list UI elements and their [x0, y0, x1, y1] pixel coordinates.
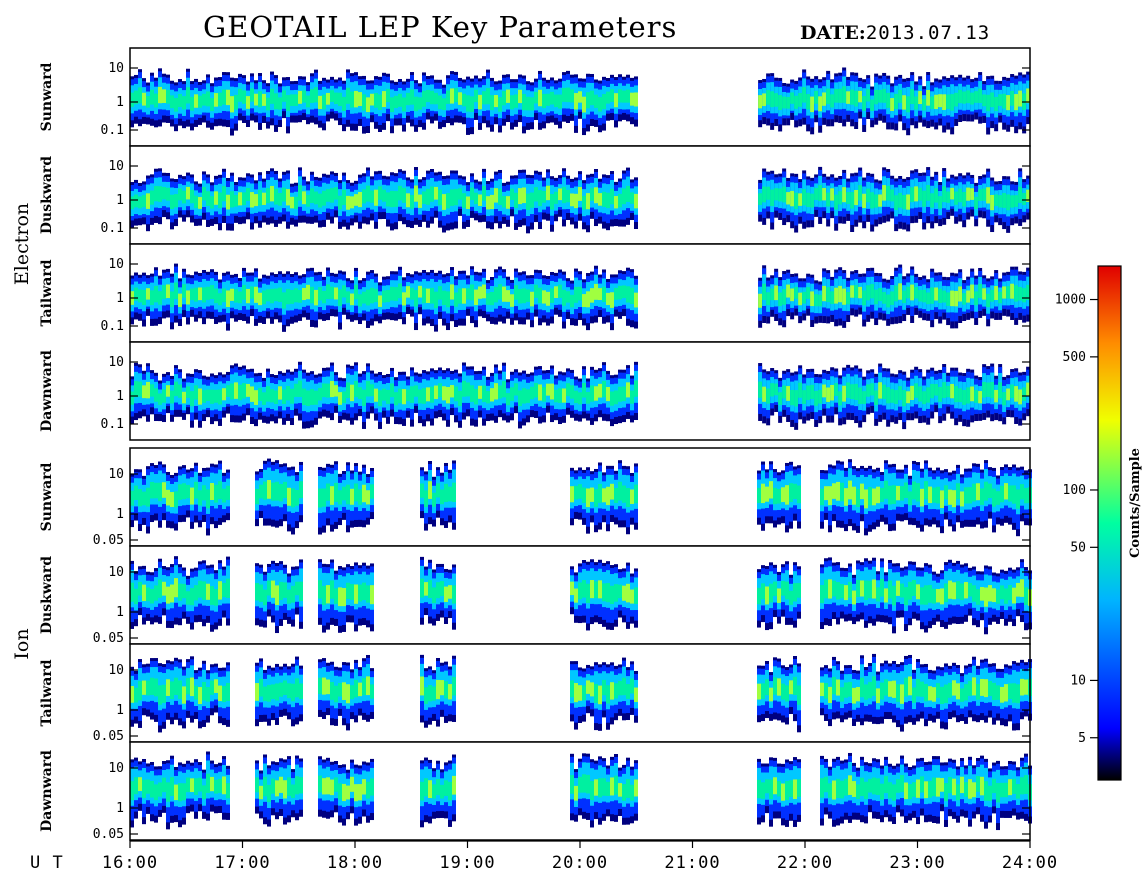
colorbar-gradient	[1097, 265, 1122, 781]
x-tick-label: 22:00	[777, 853, 833, 873]
direction-label: Sunward	[39, 62, 55, 131]
y-tick-label: 1	[116, 703, 124, 718]
panel-ion-sunward	[129, 447, 1032, 547]
page-title: GEOTAIL LEP Key Parameters	[203, 10, 678, 44]
panel-electron-dawnward	[129, 341, 1031, 441]
y-tick-label: 1	[116, 291, 124, 306]
direction-label: Duskward	[39, 156, 55, 234]
colorbar-label: Counts/Sample	[1128, 448, 1142, 558]
ut-label: U T	[30, 853, 64, 873]
colorbar: 1000 500 100 50 10 5 Counts/Sample	[1055, 265, 1142, 781]
species-label: Ion	[11, 628, 33, 659]
panel-electron-duskward	[129, 145, 1031, 245]
y-tick-label: 10	[108, 565, 124, 580]
panel-frame	[129, 341, 1031, 441]
colorbar-tick-label: 50	[1070, 540, 1086, 555]
colorbar-tick-label: 100	[1063, 483, 1086, 498]
y-tick-label: 1	[116, 605, 124, 620]
x-tick-label: 16:00	[102, 853, 158, 873]
x-tick-label: 17:00	[214, 853, 270, 873]
y-tick-label: 10	[108, 761, 124, 776]
y-tick-label: 1	[116, 507, 124, 522]
date-label: DATE:	[800, 22, 866, 44]
y-tick-label: 0.1	[101, 123, 124, 138]
species-label: Electron	[11, 203, 33, 285]
y-tick-label: 1	[116, 389, 124, 404]
panels	[129, 47, 1032, 841]
y-tick-label: 10	[108, 663, 124, 678]
y-tick-label: 0.1	[101, 221, 124, 236]
y-tick-label: 1	[116, 95, 124, 110]
axes: 10 1 0.1 Sunward 10 1 0.1 Duskward 10 1 0.1 Tailwar…	[11, 61, 1058, 873]
x-tick-label: 20:00	[552, 853, 608, 873]
colorbar-tick-label: 5	[1078, 731, 1086, 746]
y-tick-label: 10	[108, 355, 124, 370]
direction-label: Duskward	[39, 556, 55, 634]
y-tick-label: 0.05	[93, 533, 124, 548]
x-tick-label: 19:00	[439, 853, 495, 873]
date-value: 2013.07.13	[865, 22, 991, 44]
y-tick-label: 10	[108, 467, 124, 482]
x-tick-label: 18:00	[327, 853, 383, 873]
panel-ion-dawnward	[129, 741, 1032, 841]
panel-ion-tailward	[129, 643, 1032, 743]
colorbar-tick-label: 1000	[1055, 293, 1086, 308]
colorbar-tick-label: 500	[1063, 350, 1086, 365]
direction-label: Dawnward	[39, 750, 55, 832]
y-tick-label: 1	[116, 193, 124, 208]
direction-label: Tailward	[39, 259, 55, 326]
direction-label: Sunward	[39, 462, 55, 531]
y-tick-label: 10	[108, 61, 124, 76]
colorbar-tick-label: 10	[1070, 673, 1086, 688]
x-tick-label: 21:00	[664, 853, 720, 873]
y-tick-label: 0.1	[101, 417, 124, 432]
x-tick-label: 23:00	[889, 853, 945, 873]
y-tick-label: 1	[116, 801, 124, 816]
y-tick-label: 10	[108, 159, 124, 174]
y-tick-label: 0.05	[93, 631, 124, 646]
y-tick-label: 0.1	[101, 319, 124, 334]
date-readout: DATE:2013.07.13	[800, 22, 990, 44]
panel-electron-tailward	[129, 243, 1031, 343]
direction-label: Tailward	[39, 659, 55, 726]
y-tick-label: 0.05	[93, 729, 124, 744]
x-tick-label: 24:00	[1002, 853, 1058, 873]
panel-electron-sunward	[129, 47, 1031, 147]
y-tick-label: 10	[108, 257, 124, 272]
y-tick-label: 0.05	[93, 827, 124, 842]
direction-label: Dawnward	[39, 350, 55, 432]
panel-ion-duskward	[129, 545, 1032, 645]
